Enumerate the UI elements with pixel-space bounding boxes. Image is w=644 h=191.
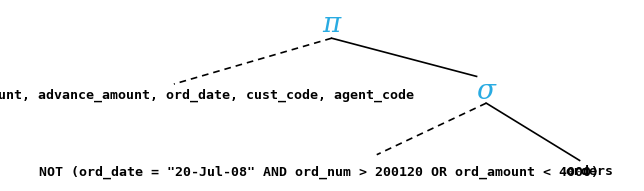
Text: σ: σ (477, 78, 496, 105)
Text: NOT (ord_date = "20-Jul-08" AND ord_num > 200120 OR ord_amount < 4000): NOT (ord_date = "20-Jul-08" AND ord_num … (39, 165, 599, 179)
Text: ord_num, ord_amount, advance_amount, ord_date, cust_code, agent_code: ord_num, ord_amount, advance_amount, ord… (0, 89, 413, 102)
Text: π: π (323, 11, 341, 38)
Text: orders: orders (565, 165, 613, 178)
